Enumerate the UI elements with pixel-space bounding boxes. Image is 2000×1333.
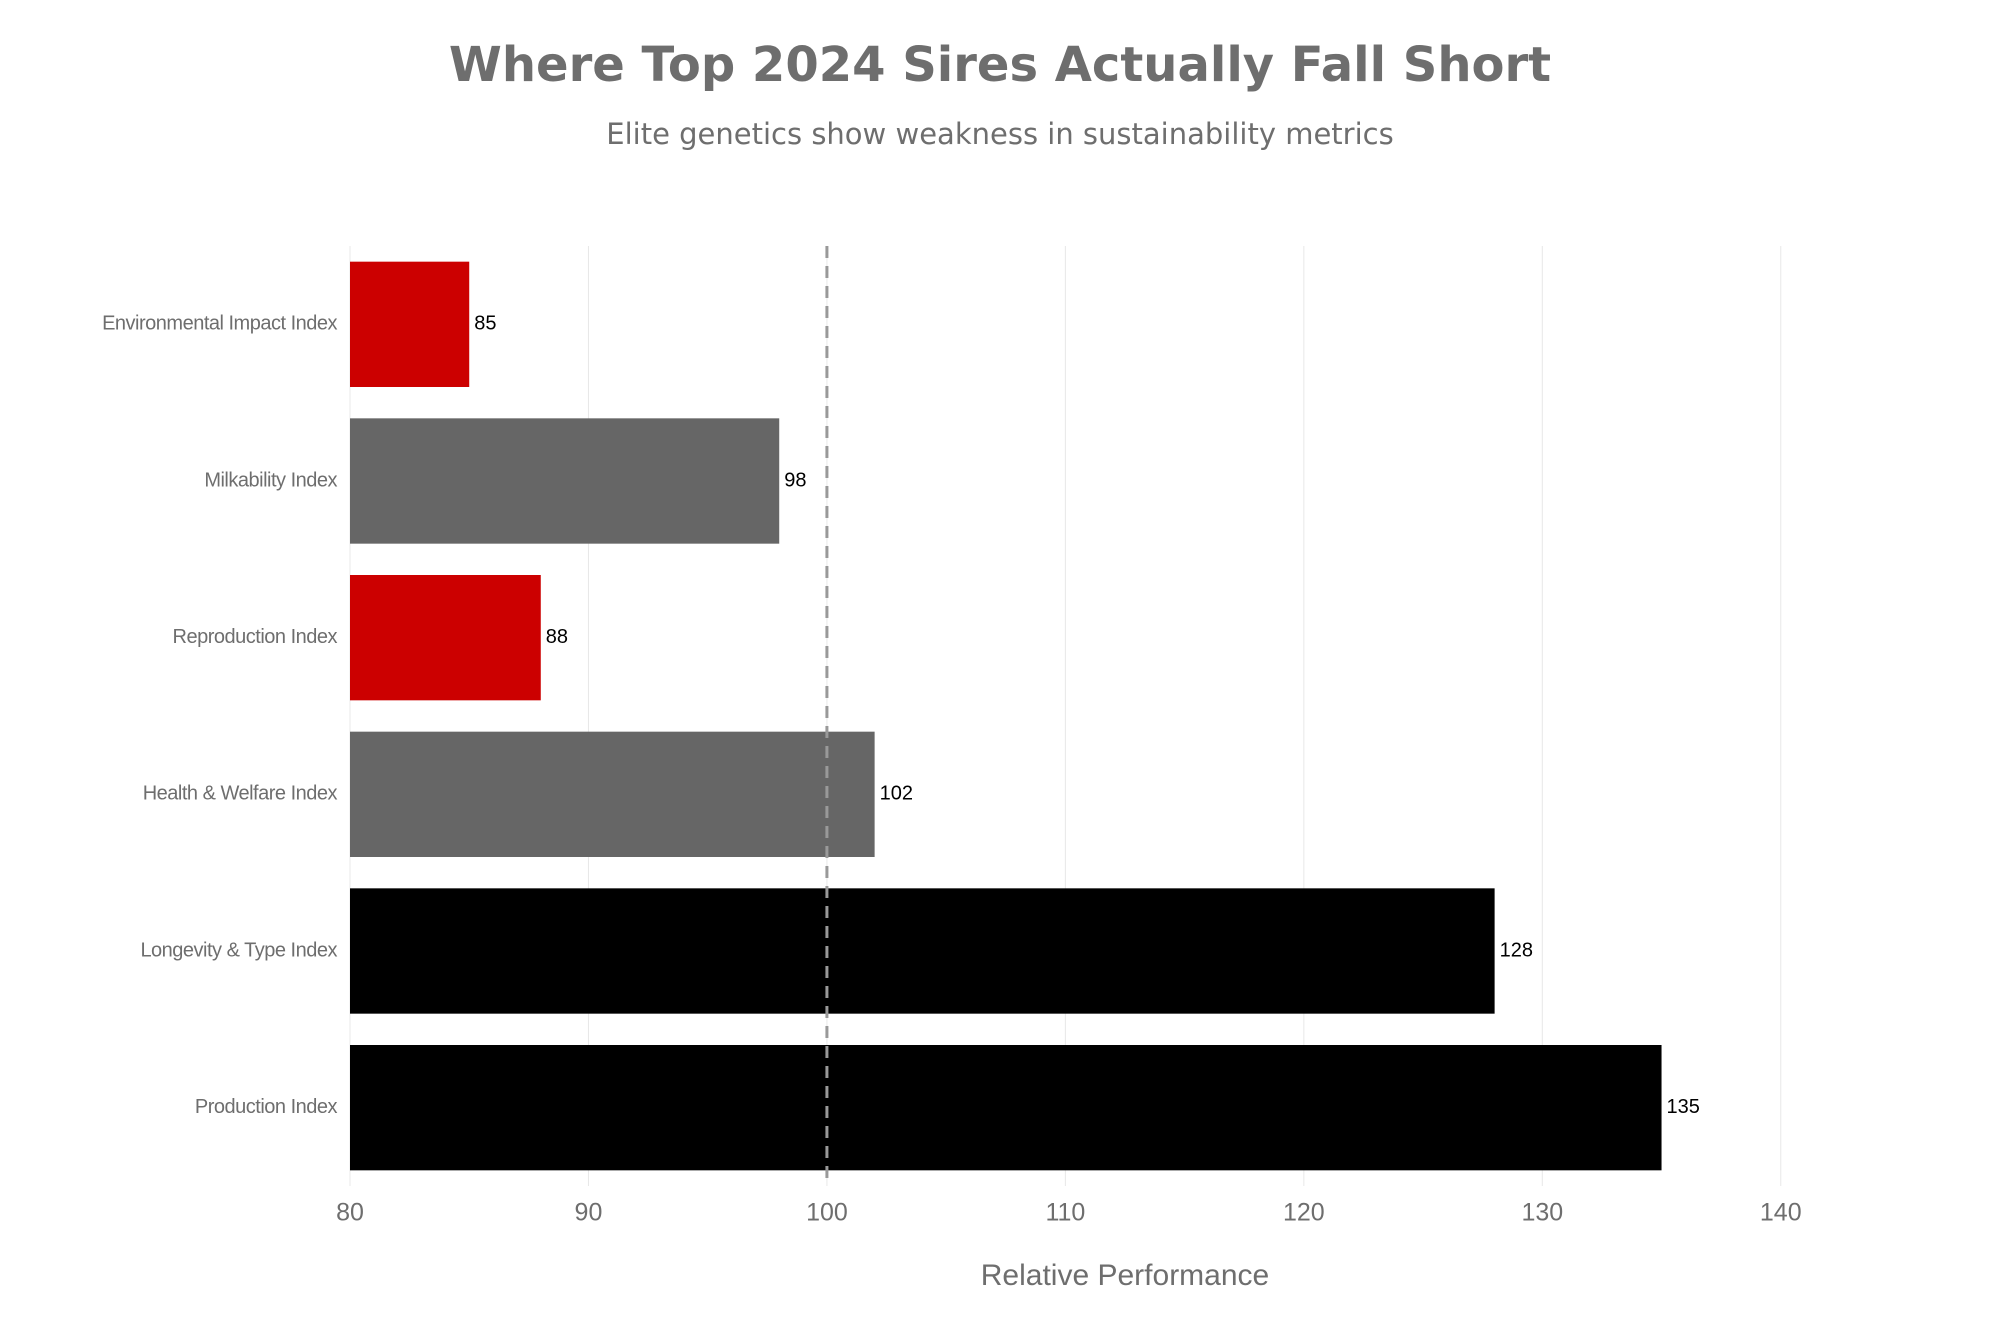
y-tick-label: Environmental Impact Index — [102, 313, 337, 335]
x-tick-label: 100 — [806, 1199, 848, 1227]
bar — [350, 1045, 1662, 1171]
x-tick-label: 80 — [336, 1199, 364, 1227]
value-label: 98 — [784, 469, 806, 491]
y-tick-label: Health & Welfare Index — [143, 783, 338, 805]
bar — [350, 888, 1495, 1014]
x-tick-label: 130 — [1521, 1199, 1563, 1227]
bar — [350, 261, 470, 387]
bar — [350, 731, 875, 857]
x-axis-title: Relative Performance — [981, 1259, 1269, 1292]
y-tick-label: Milkability Index — [204, 469, 337, 491]
y-tick-label: Reproduction Index — [173, 626, 338, 648]
value-label: 135 — [1667, 1096, 1700, 1118]
chart-subtitle: Elite genetics show weakness in sustaina… — [606, 117, 1393, 151]
bar — [350, 418, 780, 544]
value-label: 85 — [474, 313, 496, 335]
value-label: 102 — [880, 783, 913, 805]
value-label: 88 — [546, 626, 568, 648]
y-tick-label: Longevity & Type Index — [140, 939, 337, 961]
x-tick-label: 140 — [1760, 1199, 1802, 1227]
x-tick-label: 120 — [1283, 1199, 1325, 1227]
x-tick-label: 90 — [575, 1199, 603, 1227]
value-label: 128 — [1500, 939, 1533, 961]
chart-title: Where Top 2024 Sires Actually Fall Short — [449, 37, 1551, 93]
bar — [350, 575, 541, 701]
x-tick-label: 110 — [1045, 1199, 1085, 1227]
y-tick-label: Production Index — [195, 1096, 338, 1118]
